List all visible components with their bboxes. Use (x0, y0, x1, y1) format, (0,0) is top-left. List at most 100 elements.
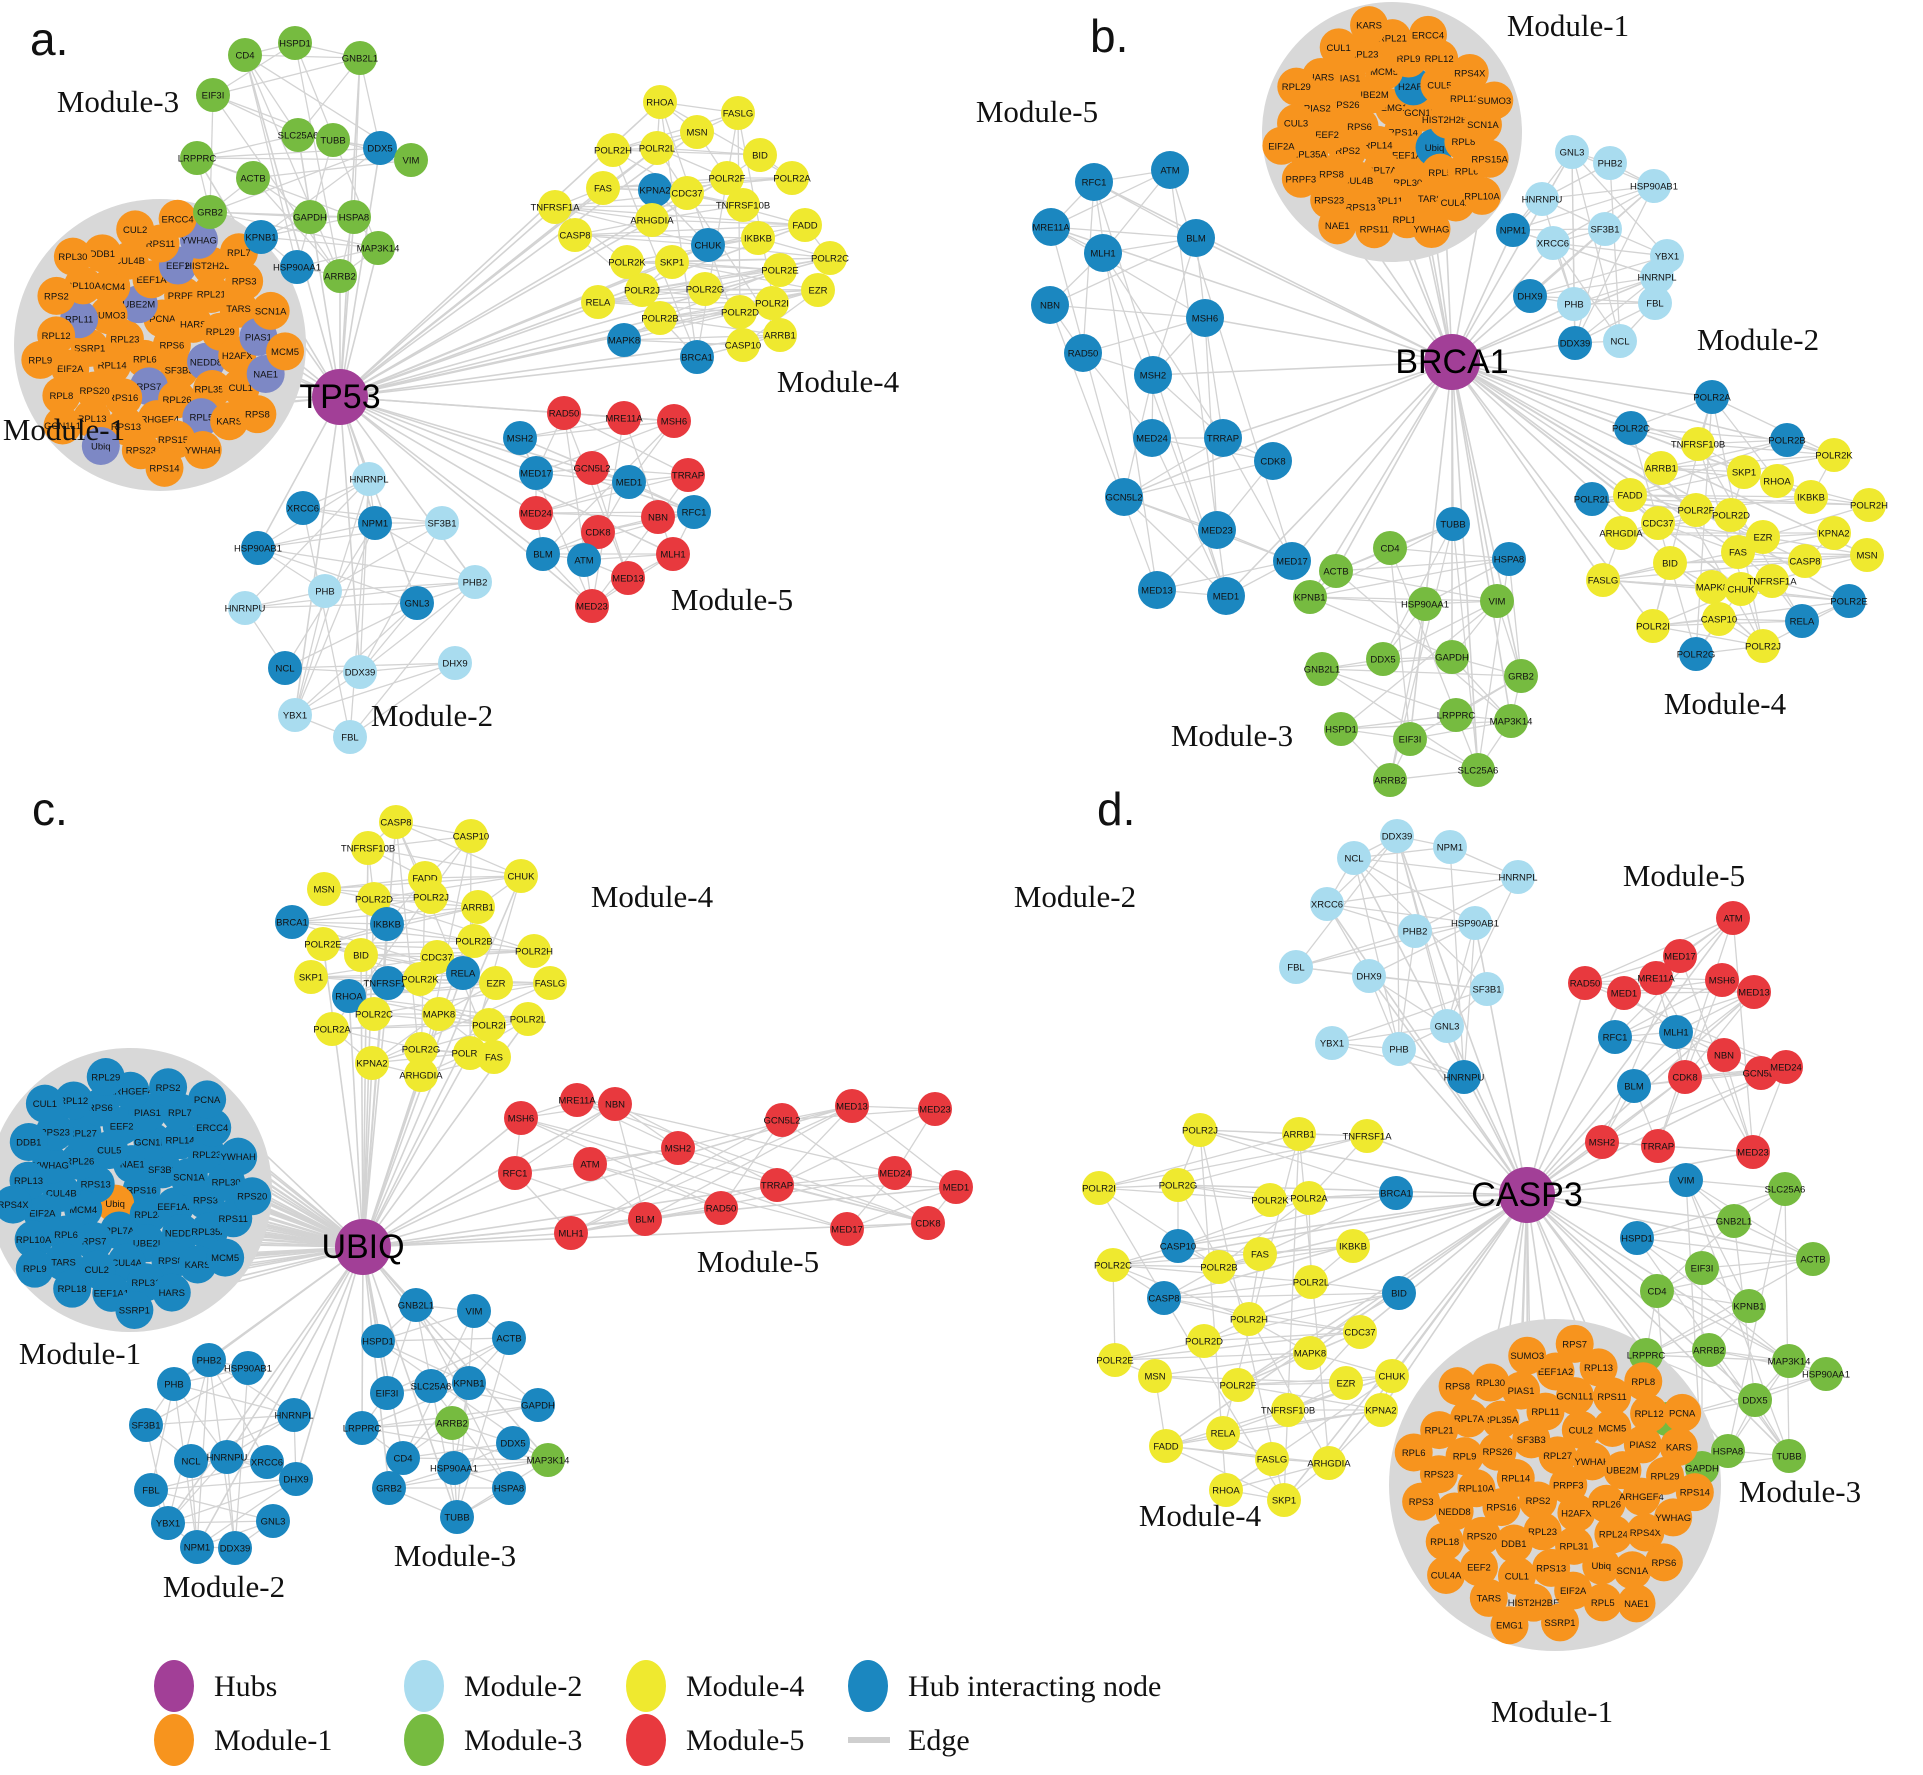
node-HSPD1[interactable]: HSPD1 (1324, 712, 1358, 746)
node-IKBKB[interactable]: IKBKB (370, 907, 404, 941)
node-VIM[interactable]: VIM (1480, 584, 1514, 618)
node-HSPD1[interactable]: HSPD1 (1620, 1221, 1654, 1255)
node-MED17[interactable]: MED17 (830, 1212, 864, 1246)
node-MSH6[interactable]: MSH6 (1186, 299, 1224, 337)
node-POLR2D[interactable]: POLR2D (721, 295, 759, 329)
node-MED24[interactable]: MED24 (1133, 419, 1171, 457)
node-ARRB2[interactable]: ARRB2 (1373, 763, 1407, 797)
node-VIM[interactable]: VIM (1669, 1163, 1703, 1197)
node-IKBKB[interactable]: IKBKB (1336, 1229, 1370, 1263)
node-RAD50[interactable]: RAD50 (1064, 334, 1102, 372)
node-RAD50[interactable]: RAD50 (1568, 966, 1602, 1000)
node-SCN1A[interactable]: SCN1A (251, 291, 290, 330)
node-XRCC6[interactable]: XRCC6 (1536, 226, 1570, 260)
node-FBL[interactable]: FBL (1638, 286, 1672, 320)
node-POLR2G[interactable]: POLR2G (1677, 637, 1716, 671)
node-RPL9[interactable]: RPL9 (15, 1249, 54, 1288)
node-CASP8[interactable]: CASP8 (558, 218, 592, 252)
node-PRPF3[interactable]: PRPF3 (1281, 159, 1320, 198)
node-DDX39[interactable]: DDX39 (1380, 819, 1414, 853)
node-RPL9[interactable]: RPL9 (21, 340, 60, 379)
node-SKP1[interactable]: SKP1 (1727, 455, 1761, 489)
node-PHB2[interactable]: PHB2 (1398, 914, 1432, 948)
node-RPL30[interactable]: RPL30 (53, 237, 92, 276)
node-FASLG[interactable]: FASLG (1255, 1442, 1289, 1476)
node-RFC1[interactable]: RFC1 (677, 495, 711, 529)
node-RFC1[interactable]: RFC1 (498, 1156, 532, 1190)
node-CDK8[interactable]: CDK8 (1254, 442, 1292, 480)
node-SUMO3[interactable]: SUMO3 (1508, 1336, 1547, 1375)
node-CDC37[interactable]: CDC37 (1343, 1315, 1377, 1349)
node-TRRAP[interactable]: TRRAP (1641, 1129, 1675, 1163)
node-HSP90AB1[interactable]: HSP90AB1 (1451, 906, 1499, 940)
node-TRRAP[interactable]: TRRAP (1204, 419, 1242, 457)
node-CDC37[interactable]: CDC37 (1641, 506, 1675, 540)
node-FAS[interactable]: FAS (1721, 535, 1755, 569)
node-GRB2[interactable]: GRB2 (1504, 659, 1538, 693)
node-PHB2[interactable]: PHB2 (458, 565, 492, 599)
node-MED24[interactable]: MED24 (519, 496, 553, 530)
node-PHB[interactable]: PHB (308, 574, 342, 608)
node-HSPA8[interactable]: HSPA8 (492, 1471, 526, 1505)
node-HNRNPU[interactable]: HNRNPU (225, 591, 266, 625)
node-RAD50[interactable]: RAD50 (704, 1191, 738, 1225)
node-SCN1A[interactable]: SCN1A (1613, 1551, 1652, 1590)
node-HSP90AB1[interactable]: HSP90AB1 (1630, 169, 1678, 203)
node-TUBB[interactable]: TUBB (1436, 507, 1470, 541)
node-LRPPRC[interactable]: LRPPRC (1437, 698, 1476, 732)
node-DHX9[interactable]: DHX9 (1352, 959, 1386, 993)
node-POLR2H[interactable]: POLR2H (515, 934, 553, 968)
node-MSH2[interactable]: MSH2 (1134, 356, 1172, 394)
node-POLR2K[interactable]: POLR2K (1815, 438, 1853, 472)
node-KARS[interactable]: KARS (1659, 1427, 1698, 1466)
node-KPNB1[interactable]: KPNB1 (1732, 1289, 1766, 1323)
node-SF3B1[interactable]: SF3B1 (129, 1408, 163, 1442)
node-KARS[interactable]: KARS (1350, 6, 1389, 45)
node-POLR2I[interactable]: POLR2I (1082, 1171, 1116, 1205)
node-ARRB1[interactable]: ARRB1 (763, 318, 797, 352)
node-MAPK8[interactable]: MAPK8 (1695, 570, 1729, 604)
node-MED24[interactable]: MED24 (878, 1156, 912, 1190)
node-HSP90AB1[interactable]: HSP90AB1 (234, 531, 282, 565)
node-TUBB[interactable]: TUBB (316, 123, 350, 157)
node-SKP1[interactable]: SKP1 (1267, 1483, 1301, 1517)
node-TRRAP[interactable]: TRRAP (671, 458, 705, 492)
node-RFC1[interactable]: RFC1 (1075, 163, 1113, 201)
node-BID[interactable]: BID (1382, 1276, 1416, 1310)
node-ARHGDIA[interactable]: ARHGDIA (1599, 516, 1643, 550)
node-MED23[interactable]: MED23 (1736, 1135, 1770, 1169)
node-GNB2L1[interactable]: GNB2L1 (342, 41, 378, 75)
node-HSP90AB1[interactable]: HSP90AB1 (224, 1351, 272, 1385)
node-ERCC4[interactable]: ERCC4 (1409, 15, 1448, 54)
node-MSH6[interactable]: MSH6 (1705, 963, 1739, 997)
node-IKBKB[interactable]: IKBKB (1794, 480, 1828, 514)
node-CASP8[interactable]: CASP8 (1788, 544, 1822, 578)
node-NCL[interactable]: NCL (1603, 324, 1637, 358)
node-MCM5[interactable]: MCM5 (266, 332, 305, 371)
node-BLM[interactable]: BLM (1177, 219, 1215, 257)
node-MED13[interactable]: MED13 (1138, 571, 1176, 609)
node-ERCC4[interactable]: ERCC4 (158, 199, 197, 238)
node-RPL18[interactable]: RPL18 (1425, 1522, 1464, 1561)
node-MSN[interactable]: MSN (1850, 538, 1884, 572)
node-MED17[interactable]: MED17 (519, 456, 553, 490)
node-SLC25A6[interactable]: SLC25A6 (1765, 1172, 1806, 1206)
node-MED23[interactable]: MED23 (575, 589, 609, 623)
node-BRCA1[interactable]: BRCA1 (275, 905, 309, 939)
node-RPL18[interactable]: RPL18 (53, 1269, 92, 1308)
node-RHOA[interactable]: RHOA (1209, 1473, 1243, 1507)
node-CASP10[interactable]: CASP10 (725, 328, 761, 362)
node-NCL[interactable]: NCL (1337, 841, 1371, 875)
node-GNL3[interactable]: GNL3 (1430, 1009, 1464, 1043)
node-CUL4A[interactable]: CUL4A (1427, 1555, 1466, 1594)
node-POLR2A[interactable]: POLR2A (1693, 380, 1731, 414)
node-MED13[interactable]: MED13 (835, 1089, 869, 1123)
node-XRCC6[interactable]: XRCC6 (286, 491, 320, 525)
node-MSH2[interactable]: MSH2 (503, 421, 537, 455)
node-MED1[interactable]: MED1 (1207, 577, 1245, 615)
node-POLR2H[interactable]: POLR2H (594, 133, 632, 167)
node-NBN[interactable]: NBN (1031, 286, 1069, 324)
node-NPM1[interactable]: NPM1 (358, 506, 392, 540)
node-CASP8[interactable]: CASP8 (379, 805, 413, 839)
node-HSPD1[interactable]: HSPD1 (278, 26, 312, 60)
